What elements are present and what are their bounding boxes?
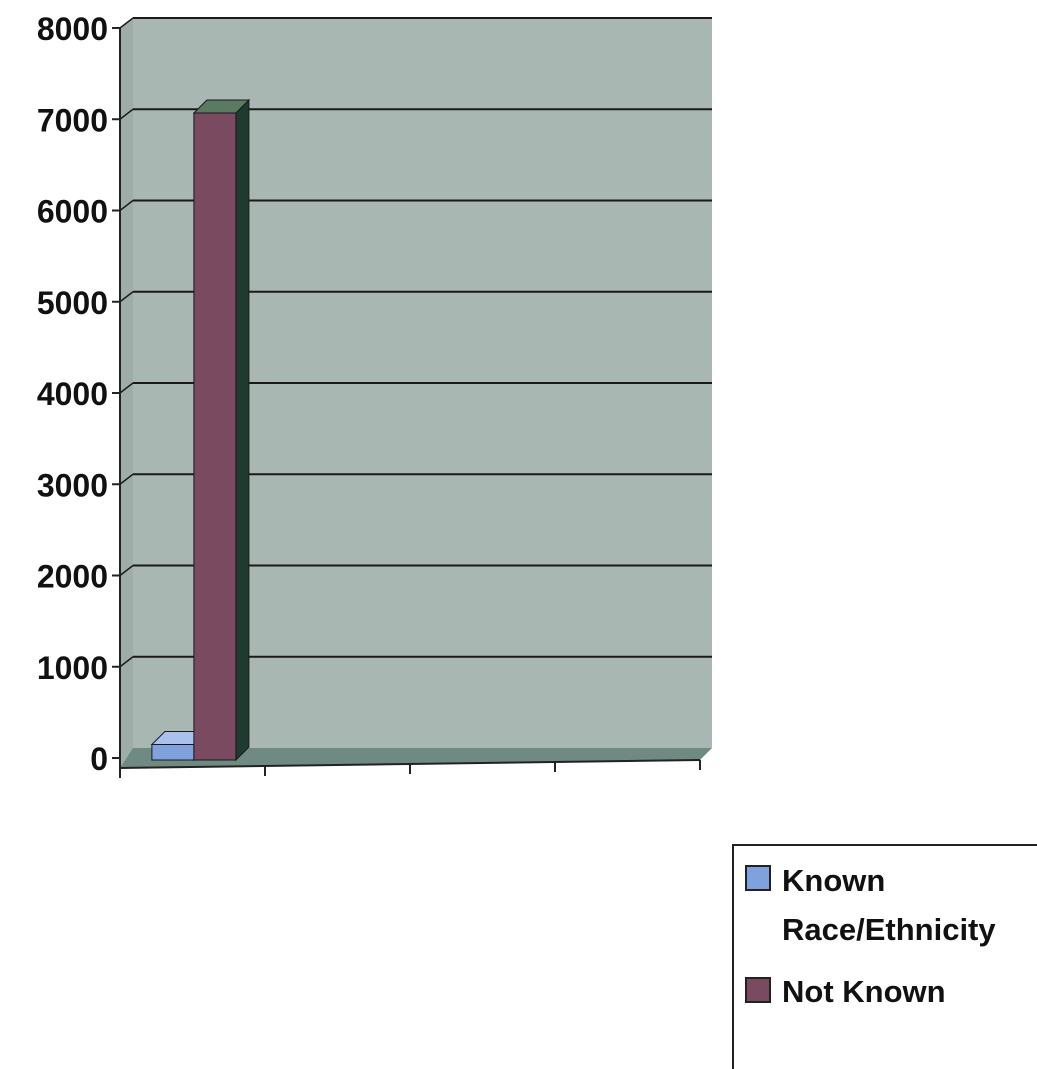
gridline-side-4000 xyxy=(119,382,134,394)
bar-side-1 xyxy=(235,98,250,762)
bar-front-0 xyxy=(151,744,195,761)
bars xyxy=(150,98,251,762)
plot-back-wall xyxy=(133,18,712,760)
y-tick-label-4000: 4000 xyxy=(37,376,108,412)
gridline-side-1000 xyxy=(119,656,134,668)
legend-swatch-known xyxy=(745,865,771,891)
gridline-side-7000 xyxy=(119,108,134,120)
gridline-side-2000 xyxy=(119,564,134,577)
y-tick-label-7000: 7000 xyxy=(37,102,108,138)
legend-box xyxy=(732,844,1037,1069)
gridline-side-5000 xyxy=(119,291,134,303)
bar-1 xyxy=(192,98,251,762)
y-tick-labels: 0 1000 2000 3000 4000 5000 6000 7000 8000 xyxy=(37,11,120,777)
y-tick-label-0: 0 xyxy=(90,741,108,777)
legend-label-known-line2: Race/Ethnicity xyxy=(782,912,996,947)
y-tick-label-3000: 3000 xyxy=(37,467,108,503)
y-tick-label-8000: 8000 xyxy=(37,11,108,47)
legend: Known Race/Ethnicity Not Known xyxy=(732,844,1037,1069)
legend-label-known-line1: Known xyxy=(782,863,885,898)
bar-front-1 xyxy=(193,112,237,761)
gridline-side-8000 xyxy=(119,17,134,29)
gridline-side-3000 xyxy=(119,473,134,485)
y-tick-label-6000: 6000 xyxy=(37,194,108,230)
legend-label-not-known: Not Known xyxy=(782,974,946,1009)
legend-swatch-not-known xyxy=(745,977,771,1003)
gridline-side-6000 xyxy=(119,199,134,212)
y-tick-label-2000: 2000 xyxy=(37,559,108,595)
bar-0 xyxy=(150,730,209,762)
plot-floor xyxy=(120,748,712,768)
y-tick-label-5000: 5000 xyxy=(37,285,108,321)
plot-side-wall xyxy=(120,18,133,768)
y-tick-label-1000: 1000 xyxy=(37,650,108,686)
x-axis xyxy=(119,759,701,778)
